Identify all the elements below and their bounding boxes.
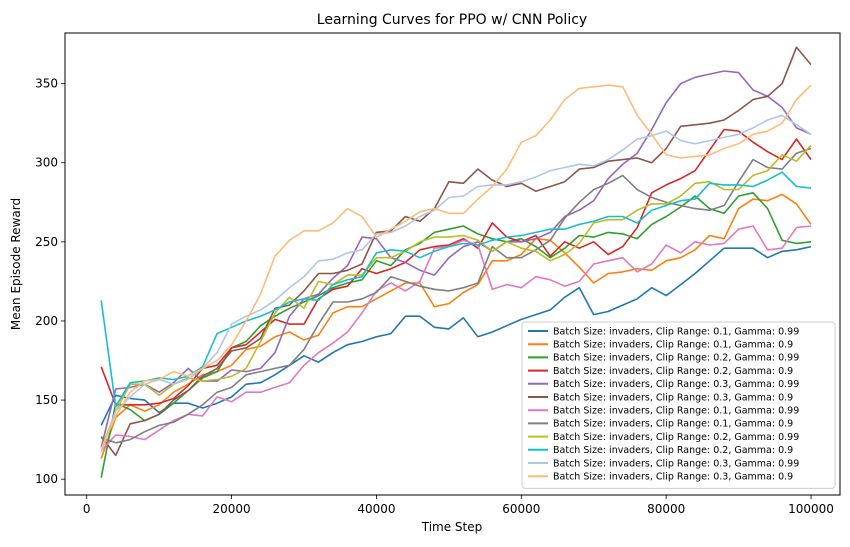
y-axis-label: Mean Episode Reward	[9, 198, 23, 330]
legend-entry: Batch Size: invaders, Clip Range: 0.2, G…	[553, 432, 799, 443]
series-line-9	[100, 144, 812, 450]
legend-entry: Batch Size: invaders, Clip Range: 0.3, G…	[553, 458, 799, 469]
legend-entry: Batch Size: invaders, Clip Range: 0.2, G…	[553, 366, 793, 377]
series-line-10	[100, 171, 812, 408]
legend-entry: Batch Size: invaders, Clip Range: 0.2, G…	[553, 353, 799, 364]
x-axis-label: Time Step	[421, 520, 483, 534]
series-line-8	[100, 147, 812, 444]
series-line-1	[100, 245, 812, 426]
y-tick-label: 250	[35, 235, 58, 249]
y-tick-label: 150	[35, 393, 58, 407]
series-line-12	[100, 84, 812, 450]
series-line-6	[100, 46, 812, 457]
legend-entry: Batch Size: invaders, Clip Range: 0.1, G…	[553, 326, 799, 337]
legend-entry: Batch Size: invaders, Clip Range: 0.3, G…	[553, 379, 799, 390]
x-tick-label: 80000	[647, 502, 685, 516]
y-tick-label: 100	[35, 472, 58, 486]
y-axis: 100 150 200 250 300 350	[35, 77, 65, 486]
legend-entry: Batch Size: invaders, Clip Range: 0.3, G…	[553, 392, 793, 403]
x-tick-label: 20000	[212, 502, 250, 516]
x-tick-label: 40000	[357, 502, 395, 516]
x-tick-label: 60000	[502, 502, 540, 516]
series-line-11	[100, 114, 812, 453]
series-lines	[100, 46, 812, 478]
legend-entry: Batch Size: invaders, Clip Range: 0.1, G…	[553, 419, 793, 430]
series-line-7	[100, 225, 812, 452]
plot-area	[64, 32, 841, 496]
series-line-3	[100, 192, 812, 478]
x-axis: 0 20000 40000 60000 80000 100000	[83, 495, 834, 516]
legend-entry: Batch Size: invaders, Clip Range: 0.2, G…	[553, 445, 793, 456]
x-tick-label: 0	[83, 502, 91, 516]
y-tick-label: 300	[35, 156, 58, 170]
series-line-4	[100, 128, 812, 406]
chart-title: Learning Curves for PPO w/ CNN Policy	[317, 12, 587, 28]
legend-entry: Batch Size: invaders, Clip Range: 0.3, G…	[553, 472, 793, 483]
legend-entry: Batch Size: invaders, Clip Range: 0.1, G…	[553, 406, 799, 417]
y-tick-label: 350	[35, 77, 58, 91]
legend: Batch Size: invaders, Clip Range: 0.1, G…	[521, 321, 836, 489]
y-tick-label: 200	[35, 314, 58, 328]
legend-box	[521, 321, 836, 489]
legend-entry: Batch Size: invaders, Clip Range: 0.1, G…	[553, 340, 793, 351]
series-line-2	[100, 193, 812, 459]
x-tick-label: 100000	[788, 502, 834, 516]
